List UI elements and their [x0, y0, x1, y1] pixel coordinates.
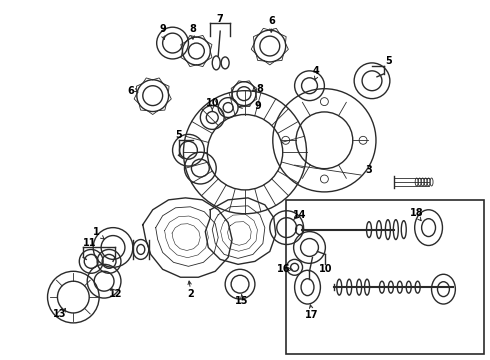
Text: 9: 9	[159, 24, 166, 34]
Text: 3: 3	[366, 165, 372, 175]
Text: 6: 6	[269, 16, 275, 26]
Text: 4: 4	[313, 66, 320, 76]
Text: 13: 13	[53, 309, 66, 319]
Text: 8: 8	[189, 24, 196, 34]
Text: 9: 9	[254, 100, 261, 111]
Text: 12: 12	[109, 289, 123, 299]
Text: 10: 10	[205, 98, 219, 108]
Text: 1: 1	[93, 226, 99, 237]
Text: 16: 16	[277, 264, 291, 274]
Text: 18: 18	[410, 208, 423, 218]
Text: 6: 6	[127, 86, 134, 96]
Text: 17: 17	[305, 310, 318, 320]
Text: 2: 2	[187, 289, 194, 299]
Text: 5: 5	[175, 130, 182, 140]
Text: 7: 7	[217, 14, 223, 24]
Text: 10: 10	[318, 264, 332, 274]
Bar	[286, 200, 484, 354]
Text: 8: 8	[256, 84, 263, 94]
Text: 11: 11	[82, 238, 96, 248]
Text: 14: 14	[293, 210, 306, 220]
Text: 5: 5	[386, 56, 392, 66]
Text: 15: 15	[235, 296, 249, 306]
